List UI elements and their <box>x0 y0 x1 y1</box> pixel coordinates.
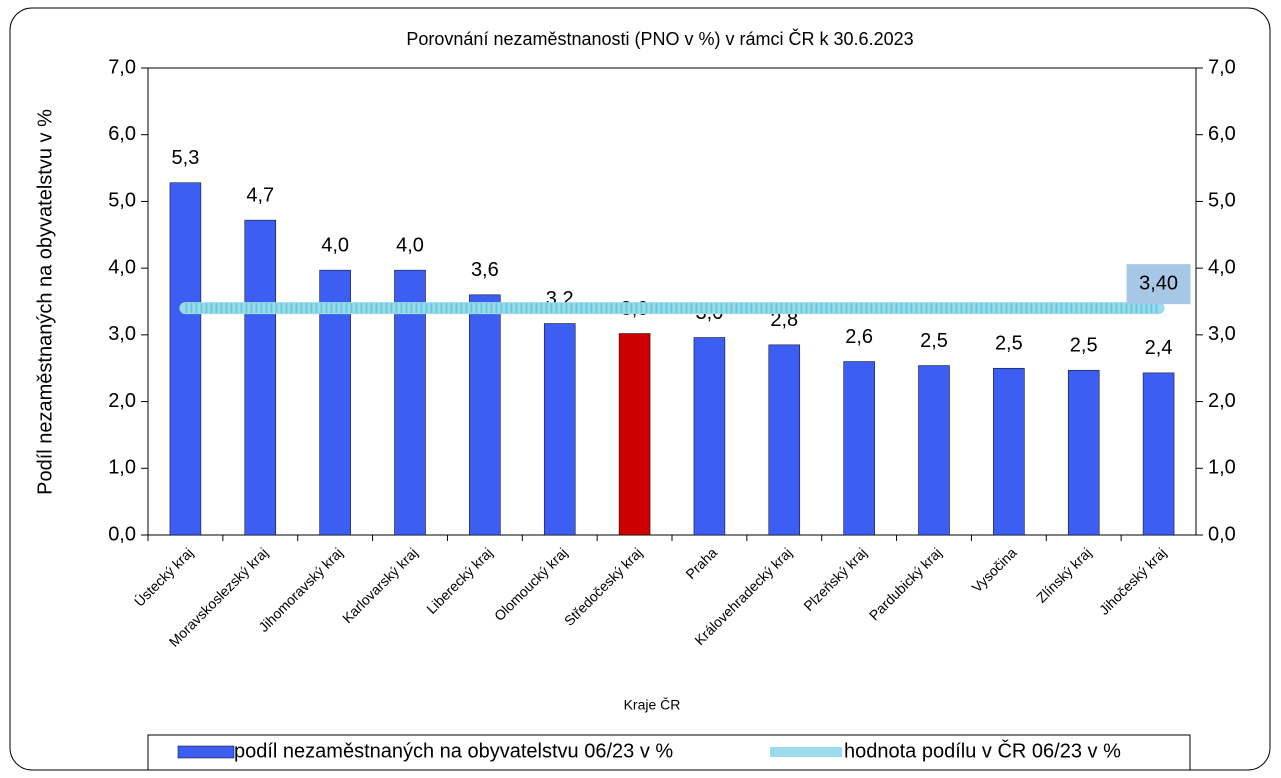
y2-tick-label: 4,0 <box>1208 256 1236 278</box>
bar <box>244 219 277 536</box>
legend-label: podíl nezaměstnaných na obyvatelstvu 06/… <box>234 740 673 762</box>
data-label: 2,5 <box>920 330 948 352</box>
x-axis-label: Kraje ČR <box>624 697 681 713</box>
data-label: 4,0 <box>396 234 424 256</box>
data-label: 4,7 <box>246 184 274 206</box>
y2-tick-label: 0,0 <box>1208 523 1236 545</box>
bar <box>1067 369 1100 536</box>
y-axis-label: Podíl nezaměstnaných na obyvatelstvu v % <box>34 109 56 495</box>
y-tick-label: 0,0 <box>108 523 136 545</box>
y2-tick-label: 1,0 <box>1208 457 1236 479</box>
y2-tick-label: 7,0 <box>1208 56 1236 78</box>
y2-tick-label: 5,0 <box>1208 190 1236 212</box>
data-label: 2,6 <box>845 326 873 348</box>
data-label: 2,4 <box>1145 337 1173 359</box>
bar <box>319 269 351 536</box>
data-label: 2,5 <box>995 332 1023 354</box>
bar <box>169 182 202 536</box>
data-label-bg <box>1126 264 1191 305</box>
legend-box <box>147 734 1191 771</box>
bar <box>768 344 801 536</box>
bar <box>918 365 950 536</box>
y-tick-label: 5,0 <box>108 190 136 212</box>
bar <box>993 367 1025 536</box>
bar <box>618 333 651 536</box>
legend-swatch <box>177 745 235 759</box>
data-label: 3,6 <box>471 259 499 281</box>
legend-label: hodnota podílu v ČR 06/23 v % <box>844 739 1121 762</box>
bar <box>394 269 426 536</box>
data-label: 5,3 <box>172 147 200 169</box>
bar <box>1142 372 1175 536</box>
data-label: 2,5 <box>1070 334 1098 356</box>
bar <box>843 361 875 536</box>
y-tick-label: 7,0 <box>108 56 136 78</box>
data-label: 3,40 <box>1139 272 1178 294</box>
bar <box>543 323 576 536</box>
y-tick-label: 1,0 <box>108 457 136 479</box>
y2-tick-label: 6,0 <box>1208 123 1236 145</box>
y-tick-label: 3,0 <box>108 323 136 345</box>
y-tick-label: 6,0 <box>108 123 136 145</box>
data-label: 2,8 <box>770 309 798 331</box>
bar <box>469 294 501 536</box>
y-tick-label: 2,0 <box>108 390 136 412</box>
y-tick-label: 4,0 <box>108 256 136 278</box>
y2-tick-label: 3,0 <box>1208 323 1236 345</box>
chart-title: Porovnání nezaměstnanosti (PNO v %) v rá… <box>406 28 913 49</box>
y2-tick-label: 2,0 <box>1208 390 1236 412</box>
data-label: 4,0 <box>321 234 349 256</box>
bar <box>693 337 726 536</box>
